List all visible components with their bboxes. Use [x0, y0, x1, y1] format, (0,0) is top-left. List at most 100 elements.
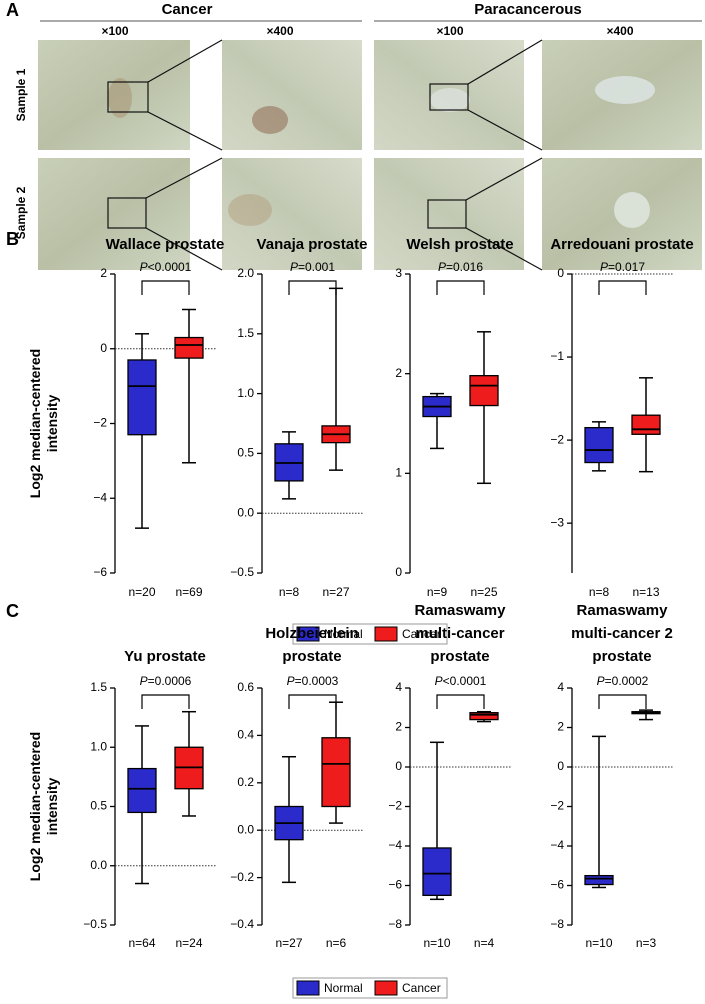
- y-tick-label: −6: [550, 878, 564, 892]
- zoom-line: [465, 157, 543, 201]
- y-tick-label: 2: [395, 720, 402, 734]
- y-axis-label: intensity: [44, 778, 60, 836]
- y-tick-label: 0.6: [237, 680, 254, 694]
- box-plot: [174, 308, 204, 464]
- micrograph: [222, 158, 362, 270]
- y-tick-label: 1.5: [237, 326, 254, 340]
- y-tick-label: 2: [557, 720, 564, 734]
- y-tick-label: 0: [395, 759, 402, 773]
- chart-title: multi-cancer 2: [571, 625, 673, 642]
- chart-title: prostate: [282, 648, 341, 665]
- legend-frame: [292, 977, 448, 999]
- micrographs: [38, 40, 702, 270]
- chart-title: prostate: [592, 648, 651, 665]
- p-value: P=0.0003: [287, 674, 339, 688]
- y-tick-label: −4: [550, 838, 564, 852]
- legend-frame: [292, 623, 448, 645]
- x-tick-label: n=27: [275, 936, 302, 950]
- legend-label: Normal: [324, 981, 363, 995]
- zoom-line: [467, 109, 543, 151]
- y-tick-label: −0.5: [83, 917, 107, 931]
- x-tick-label: n=64: [128, 936, 155, 950]
- y-tick-label: −8: [388, 917, 402, 931]
- x-tick-label: n=4: [474, 936, 495, 950]
- significance-bracket: [598, 694, 647, 709]
- box-plot: [321, 701, 351, 824]
- micrograph: [38, 158, 190, 270]
- box-plot: [584, 421, 614, 472]
- p-value: P=0.0002: [597, 674, 649, 688]
- stain: [228, 194, 272, 226]
- panel-a: A Cancer Paracancerous ×100 ×400 ×100 ×4…: [6, 0, 702, 271]
- y-tick-label: −0.5: [230, 565, 254, 579]
- box-plot: [422, 741, 452, 901]
- box: [584, 874, 614, 886]
- y-tick-label: 0: [557, 266, 564, 280]
- group-header: Paracancerous: [474, 1, 582, 18]
- significance-bracket: [598, 280, 647, 295]
- y-tick-label: −0.4: [230, 917, 254, 931]
- y-tick-label: 2.0: [237, 266, 254, 280]
- x-tick-label: n=24: [175, 936, 202, 950]
- y-tick-label: −4: [93, 490, 107, 504]
- y-tick-label: 2: [395, 366, 402, 380]
- legend-label: Cancer: [402, 981, 441, 995]
- box-plot: [631, 377, 661, 473]
- box-plot: [469, 710, 499, 723]
- box: [321, 737, 351, 808]
- y-axis-label: intensity: [44, 395, 60, 453]
- magnification: ×400: [606, 24, 633, 38]
- y-tick-label: −3: [550, 515, 564, 529]
- y-tick-label: −4: [388, 838, 402, 852]
- y-tick-label: 0: [557, 759, 564, 773]
- zoom-indicators: [107, 39, 543, 271]
- group-header: Cancer: [162, 1, 213, 18]
- zoom-line: [145, 157, 223, 199]
- y-tick-label: 1.0: [90, 739, 107, 753]
- chart-title: prostate: [430, 648, 489, 665]
- lumen: [430, 88, 470, 112]
- y-tick-label: 1: [395, 466, 402, 480]
- box: [174, 336, 204, 359]
- zoom-box: [429, 83, 469, 111]
- y-tick-label: 0: [100, 341, 107, 355]
- y-axis-label: Log2 median-centered: [27, 732, 43, 881]
- box-plot: [631, 709, 661, 721]
- y-tick-label: −6: [388, 878, 402, 892]
- y-tick-label: 1.5: [90, 680, 107, 694]
- lumen: [595, 76, 655, 104]
- x-tick-label: n=25: [470, 585, 497, 599]
- box: [127, 359, 157, 436]
- box-plot: [321, 287, 351, 471]
- chart-title: Wallace prostate: [106, 236, 225, 253]
- panel-label: B: [6, 229, 19, 249]
- stain: [252, 106, 288, 134]
- y-tick-label: 0: [395, 565, 402, 579]
- box-plot: [422, 392, 452, 450]
- significance-bracket: [436, 280, 485, 295]
- sample-label: Sample 1: [14, 68, 28, 121]
- significance-bracket: [288, 280, 337, 295]
- legend-label: Normal: [324, 627, 363, 641]
- y-tick-label: −8: [550, 917, 564, 931]
- x-tick-label: n=9: [427, 585, 448, 599]
- chart-title: multi-cancer: [415, 625, 504, 642]
- magnification: ×100: [436, 24, 463, 38]
- x-tick-label: n=8: [279, 585, 300, 599]
- p-value: P=0.016: [438, 260, 483, 274]
- x-tick-label: n=10: [423, 936, 450, 950]
- legend-label: Cancer: [402, 627, 441, 641]
- box: [469, 712, 499, 721]
- p-value: P<0.0001: [435, 674, 487, 688]
- y-tick-label: 0.5: [237, 446, 254, 460]
- chart-title: Yu prostate: [124, 648, 206, 665]
- x-tick-label: n=3: [636, 936, 657, 950]
- stain: [108, 78, 132, 118]
- p-value: P<0.0001: [140, 260, 192, 274]
- box-plot: [127, 333, 157, 529]
- box: [469, 375, 499, 407]
- y-tick-label: 0.2: [237, 775, 254, 789]
- box-plot: [469, 331, 499, 485]
- y-tick-label: 0.0: [90, 858, 107, 872]
